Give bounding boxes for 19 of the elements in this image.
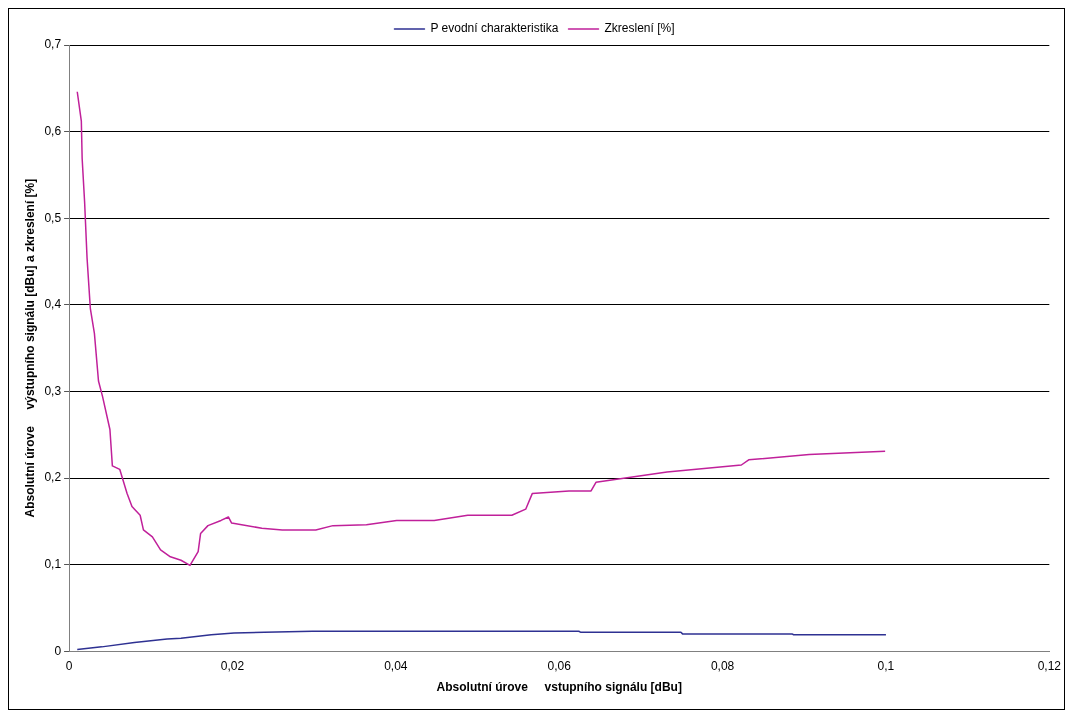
y-axis-title: Absolutní úrove výstupního signálu [dBu] a zkreslení [%]	[22, 178, 37, 518]
legend-label: Zkreslení [%]	[604, 21, 675, 36]
x-tick-label: 0	[65, 658, 73, 673]
y-tick-label: 0,3	[44, 383, 62, 398]
y-tick-label: 0,5	[44, 210, 62, 225]
x-tick-label: 0,12	[1037, 658, 1062, 673]
y-tick-label: 0,1	[44, 556, 62, 571]
x-tick-label: 0,1	[877, 658, 895, 673]
legend-label: P evodní charakteristika	[430, 21, 559, 36]
y-tick-label: 0,4	[44, 297, 62, 312]
x-tick-label: 0,02	[220, 658, 245, 673]
y-tick-label: 0,7	[44, 37, 62, 52]
x-tick-label: 0,04	[384, 658, 408, 673]
x-tick-label: 0,06	[547, 658, 572, 673]
y-tick-label: 0,6	[44, 123, 62, 138]
y-tick-label: 0	[54, 643, 62, 658]
x-tick-label: 0,08	[710, 658, 735, 673]
y-tick-label: 0,2	[44, 470, 62, 485]
x-axis-title: Absolutní úrove vstupního signálu [dBu]	[436, 680, 682, 695]
